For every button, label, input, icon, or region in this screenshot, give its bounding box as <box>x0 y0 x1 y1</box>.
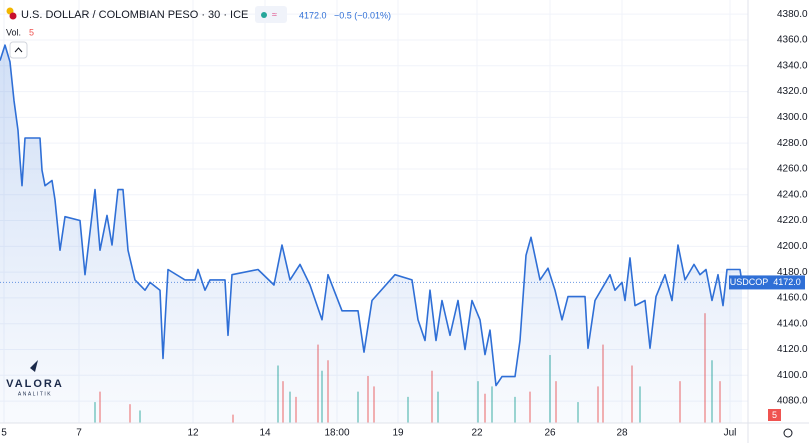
price-change: −0.5 (−0.01%) <box>334 10 391 20</box>
y-tick-label: 4340.0 <box>777 60 808 71</box>
price-line <box>0 44 743 387</box>
symbol-badge <box>729 275 769 290</box>
y-tick-label: 4280.0 <box>777 138 808 149</box>
area <box>0 45 742 423</box>
x-tick-label: 5 <box>1 428 7 439</box>
watermark-subtitle: ANALITIK <box>18 391 52 397</box>
y-tick-label: 4180.0 <box>777 267 808 278</box>
collapse-icon <box>14 47 23 53</box>
y-tick-label: 4240.0 <box>777 189 808 200</box>
y-tick-label: 4300.0 <box>777 112 808 123</box>
last-price: 4172.0 <box>299 10 327 20</box>
y-tick-label: 4320.0 <box>777 86 808 97</box>
y-tick-label: 4120.0 <box>777 344 808 355</box>
x-tick-label: 26 <box>544 428 556 439</box>
x-tick-label: 18:00 <box>324 428 349 439</box>
volume-value: 5 <box>29 27 34 37</box>
flag-icon <box>9 12 17 20</box>
y-tick-label: 4360.0 <box>777 35 808 46</box>
volume-axis-value: 5 <box>772 410 777 420</box>
x-tick-label: 7 <box>76 428 82 439</box>
symbol-label: USDCOP <box>730 277 769 287</box>
y-tick-label: 4260.0 <box>777 164 808 175</box>
settings-icon[interactable] <box>783 428 793 438</box>
y-tick-label: 4220.0 <box>777 215 808 226</box>
symbol-title: U.S. DOLLAR / COLOMBIAN PESO · 30 · ICE <box>21 9 248 21</box>
y-tick-label: 4100.0 <box>777 370 808 381</box>
collapse-button[interactable] <box>9 41 28 59</box>
delay-icon: ≈ <box>272 9 277 19</box>
x-tick-label: 12 <box>187 428 199 439</box>
x-tick-label: 14 <box>259 428 271 439</box>
watermark-logo <box>30 360 38 372</box>
y-tick-label: 4200.0 <box>777 241 808 252</box>
market-status <box>261 12 267 18</box>
watermark: VALORA ANALITIK <box>6 360 64 397</box>
price-badge <box>769 275 805 290</box>
volume-label: Vol. <box>6 27 21 37</box>
x-tick-label: Jul <box>724 428 737 439</box>
y-tick-label: 4160.0 <box>777 293 808 304</box>
status-badge[interactable] <box>255 6 287 23</box>
axes: 4080.0 4100.0 4120.0 4140.0 4160.0 4180.0 4200… <box>1 9 808 439</box>
price-label: 4172.0 <box>773 277 801 287</box>
y-tick-label: 4140.0 <box>777 318 808 329</box>
x-tick-label: 19 <box>392 428 404 439</box>
volume-axis-badge <box>768 409 781 421</box>
y-tick-label: 4380.0 <box>777 9 808 20</box>
plot <box>0 44 748 423</box>
watermark-title: VALORA <box>6 378 64 390</box>
legend-header: U.S. DOLLAR / COLOMBIAN PESO · 30 · ICE … <box>6 6 391 59</box>
x-tick-label: 28 <box>616 428 628 439</box>
x-tick-label: 22 <box>471 428 483 439</box>
y-tick-label: 4080.0 <box>777 396 808 407</box>
